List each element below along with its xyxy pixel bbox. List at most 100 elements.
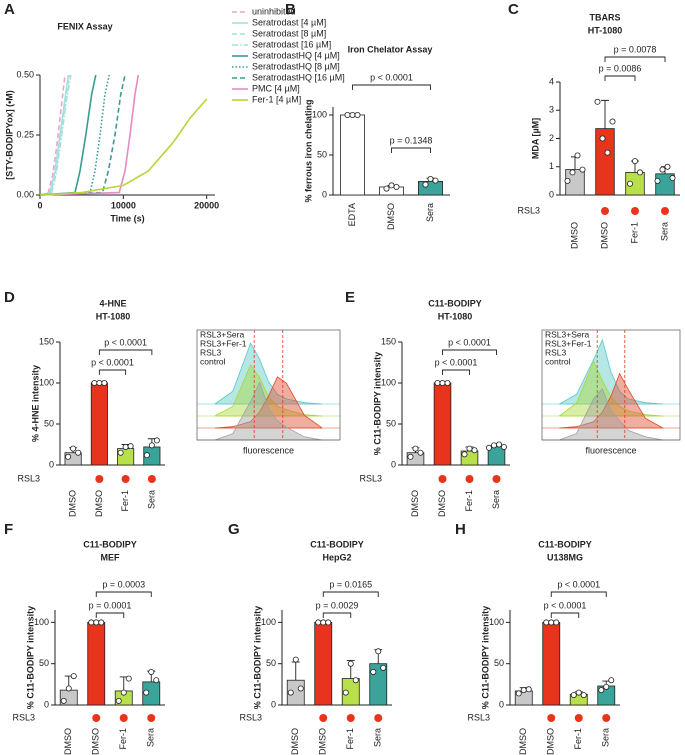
data-point	[471, 447, 478, 454]
data-point	[370, 668, 377, 675]
data-point	[143, 689, 150, 696]
treatment-marker	[661, 207, 669, 215]
data-point	[637, 169, 644, 176]
panel-letter: E	[345, 289, 355, 306]
data-point	[604, 149, 611, 156]
significance-bracket	[604, 75, 636, 81]
data-point	[525, 686, 532, 693]
treatment-marker	[147, 475, 156, 483]
p-value: p = 0.0078	[614, 44, 657, 54]
row-label: RSL3	[517, 205, 540, 215]
panel-letter: F	[4, 521, 13, 538]
significance-bracket	[352, 84, 431, 90]
y-tick-label: 50	[494, 658, 504, 668]
data-point	[407, 453, 414, 460]
significance-bracket	[442, 369, 470, 375]
data-point	[564, 177, 571, 184]
significance-bracket	[98, 369, 127, 375]
chart-title: C11-BODIPY	[310, 539, 364, 549]
data-point	[598, 687, 605, 694]
data-point	[88, 619, 95, 626]
y-axis-label: % C11-BODIPY intensity	[25, 606, 35, 709]
data-point	[143, 452, 150, 459]
y-tick-label: 50	[44, 418, 54, 428]
significance-bracket	[604, 56, 666, 62]
p-value: p = 0.0086	[599, 63, 642, 73]
data-point	[70, 673, 77, 680]
y-tick-label: 0.25	[16, 129, 34, 139]
error-bar	[571, 156, 579, 170]
histogram	[214, 376, 323, 429]
p-value: p = 0.0001	[89, 600, 132, 610]
error-bar	[601, 99, 609, 129]
inset-frame	[196, 329, 341, 441]
legend-label: control	[200, 356, 226, 366]
x-tick-label: Sera	[146, 728, 156, 747]
x-tick-label: DMSO	[68, 490, 78, 517]
histogram	[559, 360, 663, 417]
data-point	[427, 175, 434, 182]
histogram	[559, 338, 663, 405]
data-point	[594, 98, 601, 105]
row-label: RSL3	[467, 712, 490, 722]
y-axis-label: MDA [µM]	[530, 118, 540, 159]
y-tick-label: 0	[391, 459, 396, 469]
data-point	[393, 183, 400, 190]
data-point	[422, 181, 429, 188]
x-tick-label: Fer-1	[345, 728, 355, 750]
data-point	[574, 152, 581, 159]
data-point	[461, 451, 468, 458]
data-point	[383, 185, 390, 192]
data-point	[101, 379, 108, 386]
chart-title: HepG2	[322, 552, 351, 562]
data-point	[75, 449, 82, 456]
treatment-marker	[121, 475, 130, 483]
data-point	[125, 675, 132, 682]
data-point	[320, 619, 327, 626]
chart-title: MEF	[101, 552, 121, 562]
x-tick-label: DMSO	[518, 728, 528, 755]
legend-label: uninhibited	[252, 6, 296, 16]
data-point	[569, 169, 576, 176]
x-tick-label: 0	[37, 200, 42, 210]
data-point	[380, 664, 387, 671]
chart-title: HT-1080	[438, 311, 473, 321]
legend-label: Seratrodast [4 µM]	[252, 17, 326, 27]
x-tick-label: DMSO	[386, 203, 396, 230]
data-point	[520, 687, 527, 694]
data-point	[609, 118, 616, 125]
data-point	[659, 166, 666, 173]
x-axis-label: fluorescence	[243, 445, 294, 455]
data-point	[354, 112, 361, 119]
p-value: p < 0.0001	[91, 357, 134, 367]
y-axis-label: [STY-BODIPYox] (•M)	[4, 90, 14, 179]
data-point	[548, 619, 555, 626]
data-line	[39, 74, 140, 196]
significance-bracket	[95, 612, 125, 618]
p-value: p < 0.0001	[544, 600, 587, 610]
y-axis-label: % C11-BODIPY intensity	[480, 606, 490, 709]
bar	[542, 621, 561, 706]
bar	[418, 180, 443, 196]
treatment-marker	[465, 475, 474, 483]
y-tick-label: 50	[317, 149, 327, 159]
p-value: p = 0.0029	[316, 600, 359, 610]
y-tick-label: 0	[499, 699, 504, 709]
legend-label: SeratrodastHQ [16 µM]	[252, 72, 345, 82]
x-tick-label: Sera	[146, 490, 156, 509]
chart-title: FENIX Assay	[57, 21, 112, 31]
data-point	[65, 685, 72, 692]
bar	[340, 114, 365, 196]
data-point	[325, 619, 332, 626]
significance-bracket	[95, 591, 152, 597]
data-point	[580, 692, 587, 699]
treatment-marker	[547, 714, 556, 722]
x-tick-label: DMSO	[410, 490, 420, 517]
y-tick-label: 50	[266, 658, 276, 668]
data-point	[96, 379, 103, 386]
data-point	[117, 449, 124, 456]
treatment-marker	[95, 475, 104, 483]
x-tick-label: DMSO	[63, 728, 73, 755]
treatment-marker	[631, 207, 639, 215]
